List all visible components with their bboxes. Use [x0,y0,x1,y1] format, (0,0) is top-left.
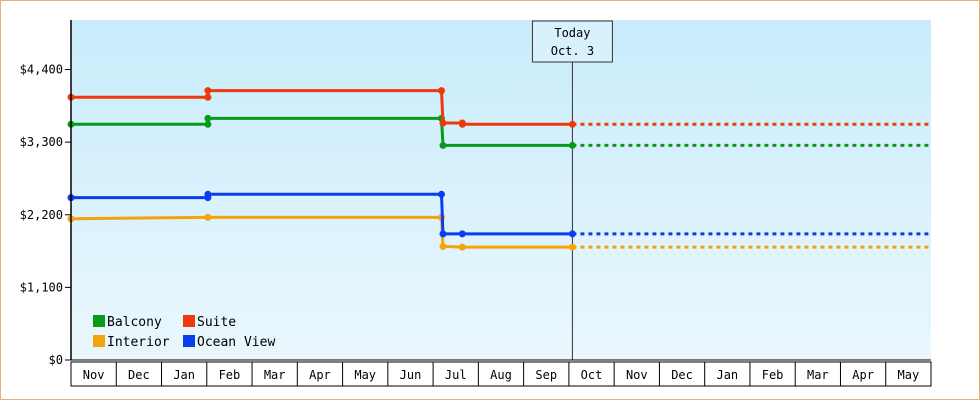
data-point [439,119,447,127]
x-tick-label: Jun [400,368,422,382]
x-axis-month-band [70,361,932,387]
x-tick-label: Feb [762,368,784,382]
x-tick-label: Apr [309,368,331,382]
data-point [204,120,212,128]
x-tick-label: Mar [807,368,829,382]
data-point [568,230,576,238]
y-tick-label: $0 [49,353,63,367]
x-tick-label: Jul [445,368,467,382]
today-callout [531,20,613,63]
x-tick-label: Nov [83,368,105,382]
x-tick-label: Aug [490,368,512,382]
x-tick-label: Sep [535,368,557,382]
x-tick-label: May [354,368,376,382]
data-point [204,114,212,122]
data-point [439,141,447,149]
x-tick-label: Oct [581,368,603,382]
today-date-label: Oct. 3 [551,44,594,58]
legend-swatch-interior [93,335,105,347]
x-tick-label: Feb [219,368,241,382]
legend-swatch-suite [183,315,195,327]
legend-swatch-balcony [93,315,105,327]
data-point [204,87,212,95]
y-tick-label: $1,100 [20,280,63,294]
data-point [458,230,466,238]
y-tick-label: $2,200 [20,208,63,222]
data-point [204,213,212,221]
legend-swatch-ocean-view [183,335,195,347]
data-point [439,242,447,250]
x-tick-label: May [898,368,920,382]
x-tick-label: Nov [626,368,648,382]
series-line-balcony [71,116,573,147]
data-point [439,230,447,238]
legend-label-balcony: Balcony [107,315,162,330]
data-point [437,87,445,95]
x-tick-label: Jan [173,368,195,382]
data-point [204,93,212,101]
today-label: Today [554,26,590,40]
x-tick-label: Jan [716,368,738,382]
x-tick-label: Apr [852,368,874,382]
plot-background [71,20,931,360]
x-tick-label: Dec [671,368,693,382]
y-tick-label: $3,300 [20,135,63,149]
data-point [437,190,445,198]
legend-label-suite: Suite [197,315,236,330]
y-tick-label: $4,400 [20,63,63,77]
data-point [204,190,212,198]
data-point [458,243,466,251]
data-point [568,120,576,128]
data-point [458,120,466,128]
legend-label-ocean-view: Ocean View [197,335,275,350]
data-point [568,141,576,149]
x-tick-label: Dec [128,368,150,382]
data-point [568,243,576,251]
legend-label-interior: Interior [107,335,170,350]
x-tick-label: Mar [264,368,286,382]
